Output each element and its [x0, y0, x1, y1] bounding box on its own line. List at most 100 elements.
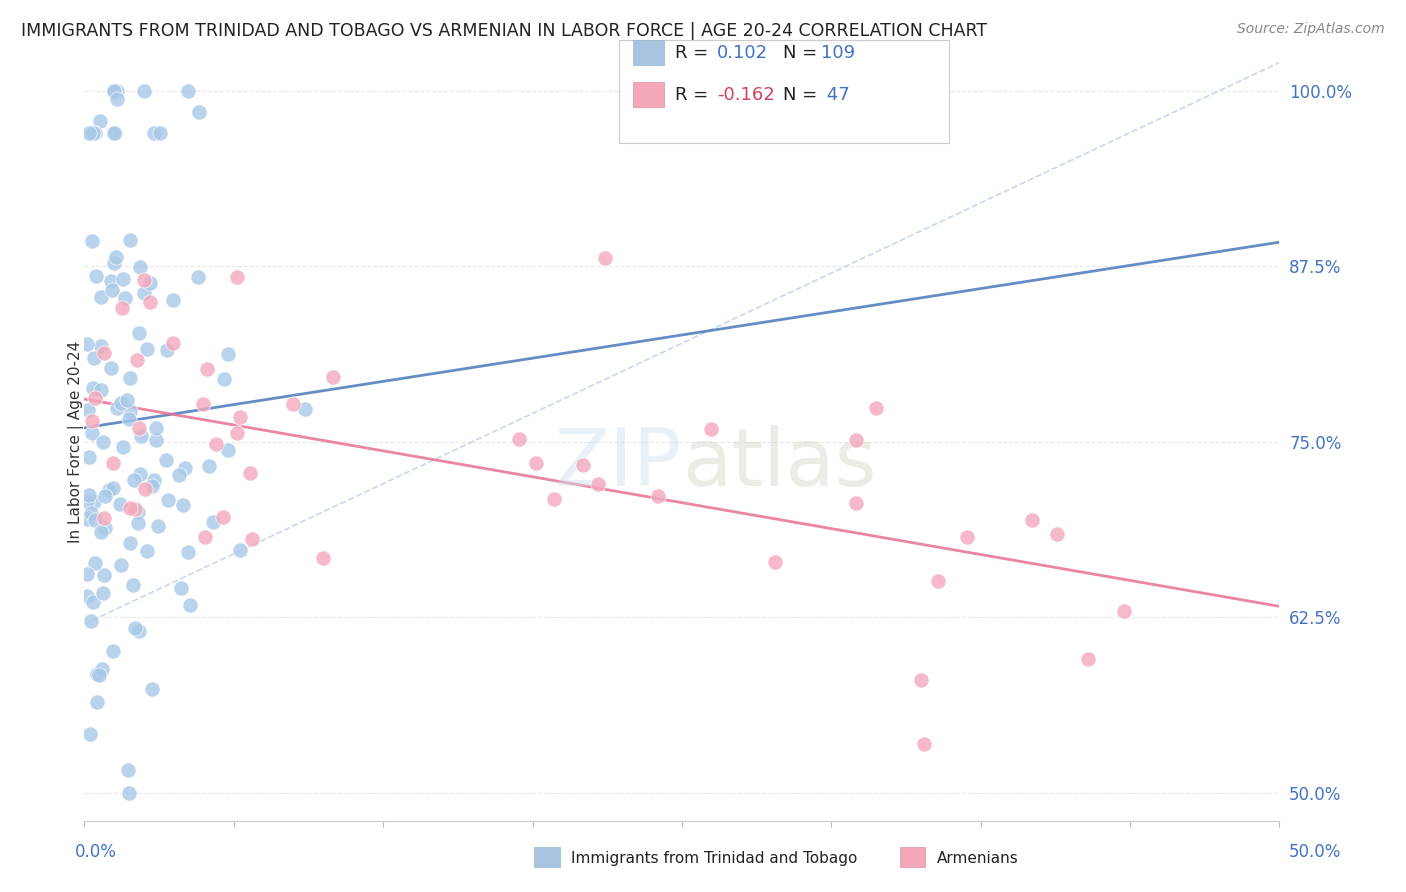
Text: R =: R = — [675, 44, 709, 62]
Point — [312, 551, 335, 566]
Text: atlas: atlas — [682, 425, 876, 503]
Point — [174, 461, 197, 475]
Point — [84, 556, 107, 570]
Point — [76, 512, 98, 526]
Point — [104, 250, 127, 264]
Point — [90, 339, 112, 353]
Point — [82, 234, 104, 248]
Point — [124, 621, 146, 635]
Point — [647, 490, 669, 504]
Text: 50.0%: 50.0% — [1288, 843, 1341, 861]
Point — [90, 383, 112, 397]
Point — [77, 402, 100, 417]
Point — [120, 500, 142, 515]
Point — [91, 662, 114, 676]
Point — [155, 452, 177, 467]
Point — [118, 536, 141, 550]
Point — [118, 371, 141, 385]
Point — [136, 342, 159, 356]
Point — [103, 482, 125, 496]
Point — [118, 412, 141, 426]
Point — [77, 126, 100, 140]
Point — [162, 293, 184, 308]
Point — [145, 421, 167, 435]
Point — [187, 269, 209, 284]
Point — [167, 468, 190, 483]
Text: 47: 47 — [821, 86, 849, 103]
Point — [80, 506, 103, 520]
Point — [86, 695, 108, 709]
Point — [86, 269, 108, 284]
Point — [105, 83, 128, 97]
Point — [136, 544, 159, 558]
Y-axis label: In Labor Force | Age 20-24: In Labor Force | Age 20-24 — [67, 341, 84, 542]
Point — [845, 496, 868, 510]
Point — [93, 510, 115, 524]
Point — [76, 337, 98, 351]
Point — [142, 473, 165, 487]
Point — [91, 586, 114, 600]
Point — [187, 105, 209, 120]
Point — [1114, 604, 1136, 618]
Point — [76, 493, 98, 508]
Point — [225, 425, 247, 440]
Point — [128, 421, 150, 435]
Point — [82, 425, 104, 440]
Text: 0.0%: 0.0% — [75, 843, 117, 861]
Point — [179, 598, 201, 612]
Point — [142, 126, 165, 140]
Text: 109: 109 — [821, 44, 855, 62]
Point — [82, 595, 104, 609]
Point — [195, 362, 218, 376]
Point — [89, 667, 111, 681]
Point — [156, 343, 179, 358]
Point — [122, 578, 145, 592]
Point — [103, 126, 125, 140]
Point — [156, 492, 179, 507]
Point — [93, 489, 115, 503]
Point — [89, 113, 111, 128]
Point — [586, 477, 609, 491]
Point — [134, 482, 156, 496]
Point — [105, 92, 128, 106]
Point — [194, 530, 217, 544]
Point — [845, 434, 868, 448]
Point — [139, 276, 162, 290]
Point — [322, 370, 344, 384]
Point — [77, 488, 100, 502]
Point — [110, 396, 132, 410]
Point — [141, 681, 163, 696]
Point — [177, 544, 200, 558]
Point — [76, 589, 98, 603]
Point — [212, 510, 235, 524]
Point — [80, 413, 103, 427]
Text: ZIP: ZIP — [554, 425, 682, 503]
Point — [124, 473, 146, 487]
Point — [281, 397, 304, 411]
Point — [145, 433, 167, 447]
Point — [177, 83, 200, 97]
Point — [94, 521, 117, 535]
Text: N =: N = — [783, 44, 817, 62]
Point — [128, 624, 150, 638]
Point — [77, 450, 100, 464]
Point — [170, 582, 193, 596]
Point — [93, 346, 115, 360]
Point — [84, 126, 107, 140]
Point — [93, 568, 115, 582]
Point — [103, 126, 125, 140]
Point — [198, 458, 221, 473]
Point — [100, 283, 122, 297]
Point — [132, 273, 156, 287]
Point — [117, 764, 139, 778]
Point — [146, 519, 169, 533]
Point — [84, 513, 107, 527]
Point — [699, 422, 721, 436]
Point — [214, 372, 236, 386]
Point — [138, 294, 160, 309]
Point — [132, 285, 155, 300]
Point — [239, 466, 262, 480]
Point — [1046, 526, 1069, 541]
Point — [226, 269, 249, 284]
Point — [91, 434, 114, 449]
